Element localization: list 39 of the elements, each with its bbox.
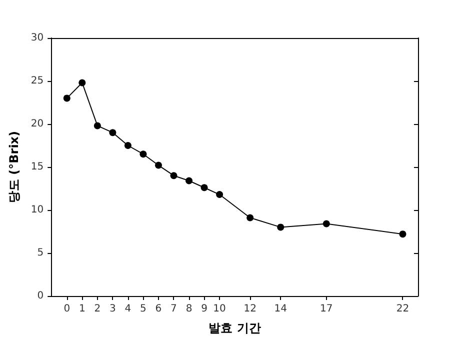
y-tick-label: 0 (37, 290, 44, 302)
point (78, 79, 86, 86)
x-tick-label: 0 (64, 304, 70, 314)
point (170, 172, 178, 180)
point (154, 162, 162, 169)
y-tick-label: 30 (30, 32, 44, 44)
y-tick-label: 10 (30, 204, 44, 216)
point (322, 220, 330, 228)
point (186, 177, 193, 184)
x-tick-label: 5 (140, 304, 146, 314)
x-tick-label: 12 (244, 304, 256, 314)
y-tick-label: 20 (30, 118, 44, 130)
y-tick-label: 5 (37, 248, 44, 258)
y-tick-label: 25 (30, 76, 44, 86)
x-tick-label: 3 (110, 304, 116, 314)
x-tick-label: 14 (274, 304, 287, 314)
x-tick-label: 9 (201, 304, 208, 314)
point (277, 224, 284, 231)
point (246, 214, 254, 222)
x-tick-label: 4 (124, 304, 132, 314)
x-tick-label: 2 (94, 304, 101, 314)
x-tick-label: 1 (78, 304, 86, 314)
point (200, 184, 208, 192)
x-axis-title: 발효 기간 (208, 321, 261, 335)
x-tick-label: 7 (170, 304, 177, 314)
y-axis-title: 당도 (°Brix) (7, 130, 21, 204)
point (124, 142, 132, 149)
point (399, 230, 406, 238)
point (140, 150, 147, 158)
y-tick-label: 15 (30, 162, 44, 172)
point (216, 191, 224, 198)
x-tick-label: 22 (396, 304, 410, 314)
x-tick-label: 10 (213, 304, 226, 314)
point (63, 94, 70, 102)
x-tick-label: 17 (320, 304, 333, 314)
point (94, 122, 101, 130)
point (109, 129, 116, 136)
x-tick-label: 6 (155, 304, 162, 314)
x-tick-label: 8 (186, 304, 192, 314)
